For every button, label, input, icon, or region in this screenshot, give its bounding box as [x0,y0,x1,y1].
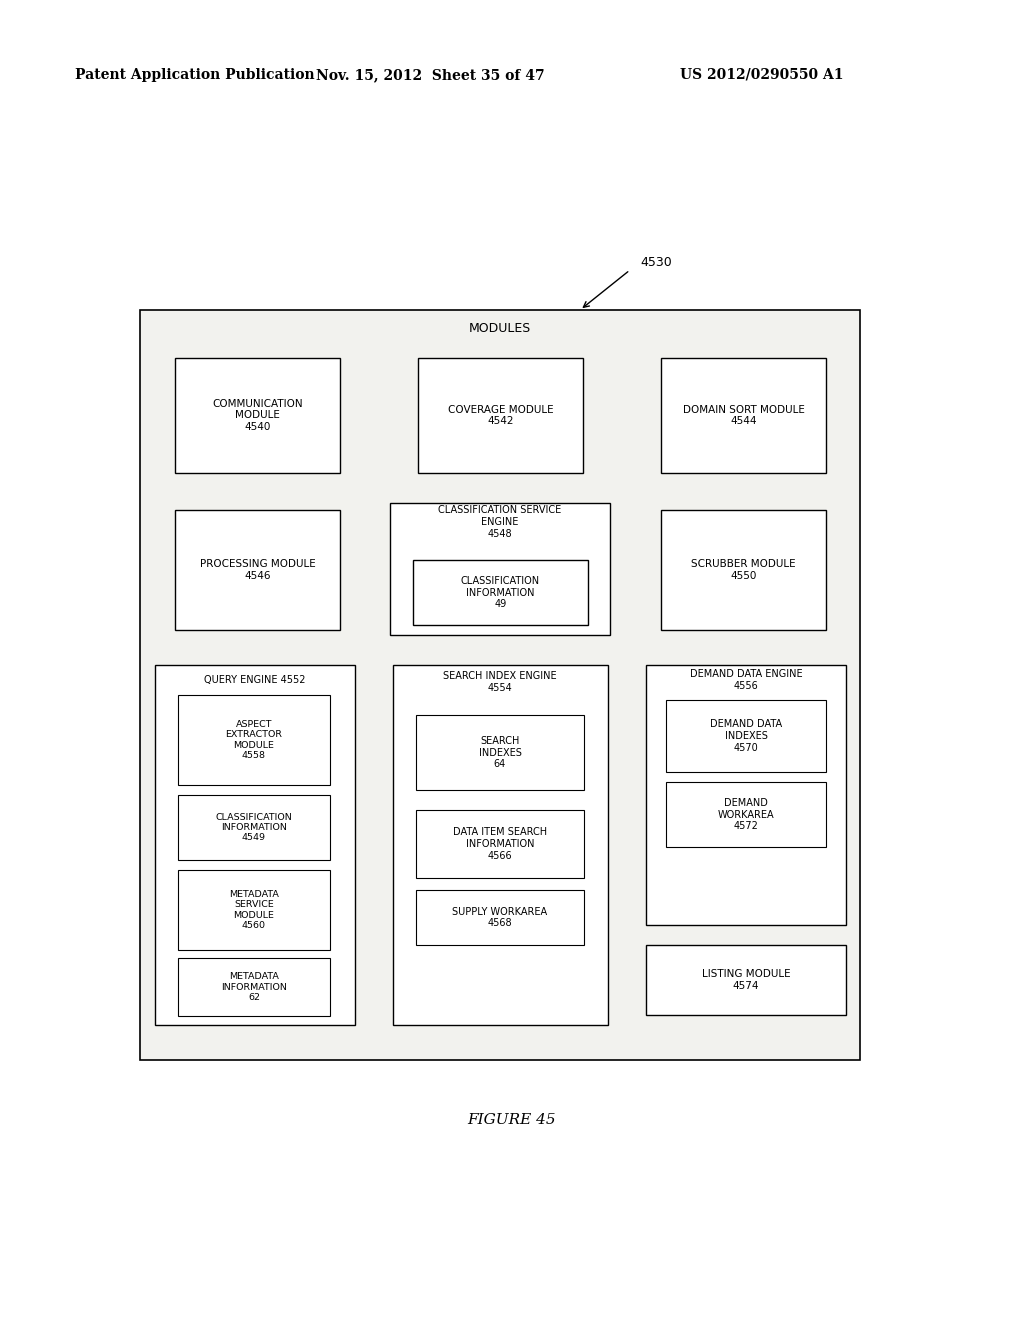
Bar [416,715,584,789]
Text: DEMAND
WORKAREA
4572: DEMAND WORKAREA 4572 [718,797,774,832]
Text: SUPPLY WORKAREA
4568: SUPPLY WORKAREA 4568 [453,907,548,928]
Text: METADATA
INFORMATION
62: METADATA INFORMATION 62 [221,972,287,1002]
Bar [666,781,826,847]
Text: ASPECT
EXTRACTOR
MODULE
4558: ASPECT EXTRACTOR MODULE 4558 [225,719,283,760]
Text: DEMAND DATA ENGINE
4556: DEMAND DATA ENGINE 4556 [690,669,803,690]
Bar [178,795,330,861]
Bar [413,560,588,624]
Text: DEMAND DATA
INDEXES
4570: DEMAND DATA INDEXES 4570 [710,719,782,752]
Text: SEARCH INDEX ENGINE
4554: SEARCH INDEX ENGINE 4554 [443,671,557,693]
Bar [416,890,584,945]
Bar [390,503,610,635]
Text: Patent Application Publication: Patent Application Publication [75,69,314,82]
Bar [155,665,355,1026]
Text: Nov. 15, 2012  Sheet 35 of 47: Nov. 15, 2012 Sheet 35 of 47 [315,69,545,82]
Bar [646,665,846,925]
Bar [175,510,340,630]
Text: CLASSIFICATION SERVICE
ENGINE
4548: CLASSIFICATION SERVICE ENGINE 4548 [438,506,561,539]
Text: COMMUNICATION
MODULE
4540: COMMUNICATION MODULE 4540 [212,399,303,432]
Text: SEARCH
INDEXES
64: SEARCH INDEXES 64 [478,737,521,770]
Text: DATA ITEM SEARCH
INFORMATION
4566: DATA ITEM SEARCH INFORMATION 4566 [453,828,547,861]
Text: US 2012/0290550 A1: US 2012/0290550 A1 [680,69,844,82]
Text: LISTING MODULE
4574: LISTING MODULE 4574 [701,969,791,991]
Text: MODULES: MODULES [469,322,531,334]
Text: 4530: 4530 [640,256,672,269]
Bar [140,310,860,1060]
Bar [393,665,608,1026]
Bar [662,358,826,473]
Text: CLASSIFICATION
INFORMATION
49: CLASSIFICATION INFORMATION 49 [461,576,540,609]
Text: QUERY ENGINE 4552: QUERY ENGINE 4552 [204,675,306,685]
Text: PROCESSING MODULE
4546: PROCESSING MODULE 4546 [200,560,315,581]
Bar [178,696,330,785]
Text: COVERAGE MODULE
4542: COVERAGE MODULE 4542 [447,405,553,426]
Text: FIGURE 45: FIGURE 45 [468,1113,556,1127]
Bar [662,510,826,630]
Text: METADATA
SERVICE
MODULE
4560: METADATA SERVICE MODULE 4560 [229,890,279,931]
Bar [646,945,846,1015]
Bar [666,700,826,772]
Bar [178,870,330,950]
Text: SCRUBBER MODULE
4550: SCRUBBER MODULE 4550 [691,560,796,581]
Bar [178,958,330,1016]
Bar [418,358,583,473]
Text: CLASSIFICATION
INFORMATION
4549: CLASSIFICATION INFORMATION 4549 [216,813,293,842]
Bar [175,358,340,473]
Text: DOMAIN SORT MODULE
4544: DOMAIN SORT MODULE 4544 [683,405,805,426]
Bar [416,810,584,878]
